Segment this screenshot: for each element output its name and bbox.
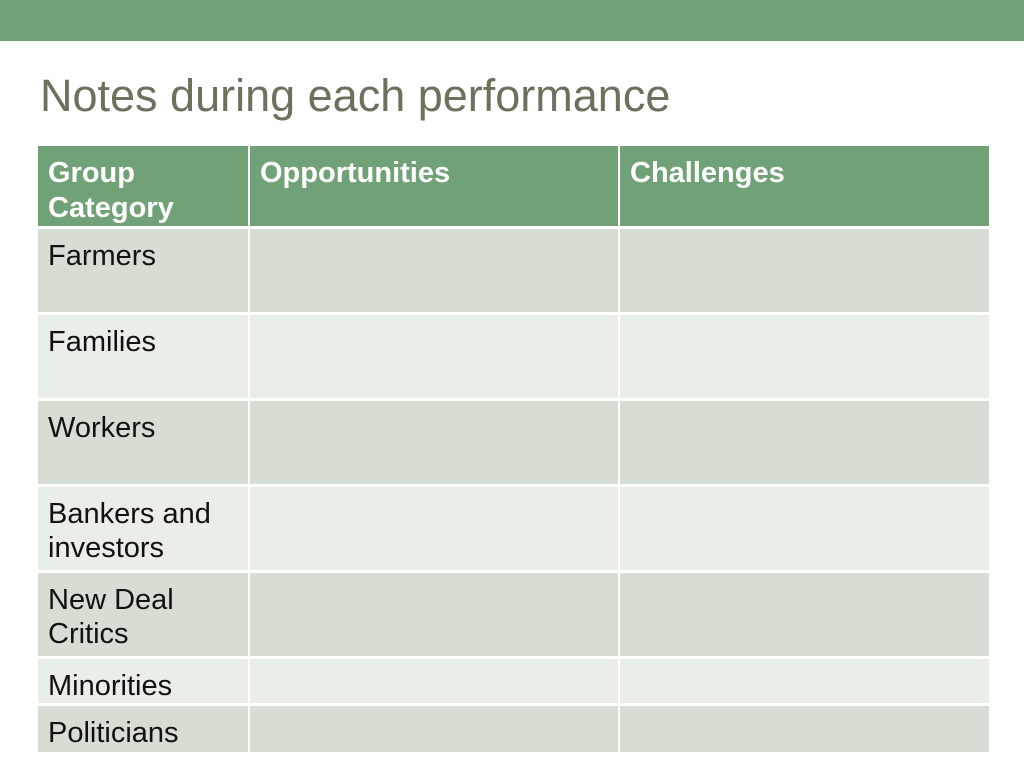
- table-row: Minorities: [38, 658, 989, 707]
- table-cell-category: Politicians: [38, 706, 248, 753]
- notes-table-head: Group Category Opportunities Challenges: [38, 146, 989, 229]
- table-cell-category: Farmers: [38, 228, 248, 315]
- table-cell-opportunities: [248, 228, 618, 315]
- slide-title: Notes during each performance: [40, 70, 671, 121]
- table-cell-challenges: [618, 658, 989, 707]
- notes-table-container: Group Category Opportunities Challenges …: [38, 146, 989, 753]
- table-cell-opportunities: [248, 572, 618, 659]
- table-cell-opportunities: [248, 658, 618, 707]
- table-row: Families: [38, 314, 989, 401]
- table-cell-opportunities: [248, 400, 618, 487]
- table-cell-category: Families: [38, 314, 248, 401]
- column-header-group-category: Group Category: [38, 146, 248, 229]
- table-row: New Deal Critics: [38, 572, 989, 659]
- top-accent-bar: [0, 0, 1024, 41]
- table-cell-challenges: [618, 400, 989, 487]
- table-cell-opportunities: [248, 314, 618, 401]
- table-cell-category: Workers: [38, 400, 248, 487]
- table-row: Bankers and investors: [38, 486, 989, 573]
- column-header-challenges: Challenges: [618, 146, 989, 229]
- table-cell-challenges: [618, 572, 989, 659]
- table-cell-category: Bankers and investors: [38, 486, 248, 573]
- table-cell-category: New Deal Critics: [38, 572, 248, 659]
- header-row: Group Category Opportunities Challenges: [38, 146, 989, 229]
- table-cell-challenges: [618, 314, 989, 401]
- table-cell-challenges: [618, 486, 989, 573]
- notes-table: Group Category Opportunities Challenges …: [38, 146, 989, 753]
- table-cell-opportunities: [248, 486, 618, 573]
- table-row: Farmers: [38, 228, 989, 315]
- notes-table-body: Farmers Families Workers Bankers and inv…: [38, 228, 989, 753]
- table-cell-opportunities: [248, 706, 618, 753]
- table-row: Politicians: [38, 706, 989, 753]
- table-row: Workers: [38, 400, 989, 487]
- table-cell-category: Minorities: [38, 658, 248, 707]
- table-cell-challenges: [618, 706, 989, 753]
- table-cell-challenges: [618, 228, 989, 315]
- column-header-opportunities: Opportunities: [248, 146, 618, 229]
